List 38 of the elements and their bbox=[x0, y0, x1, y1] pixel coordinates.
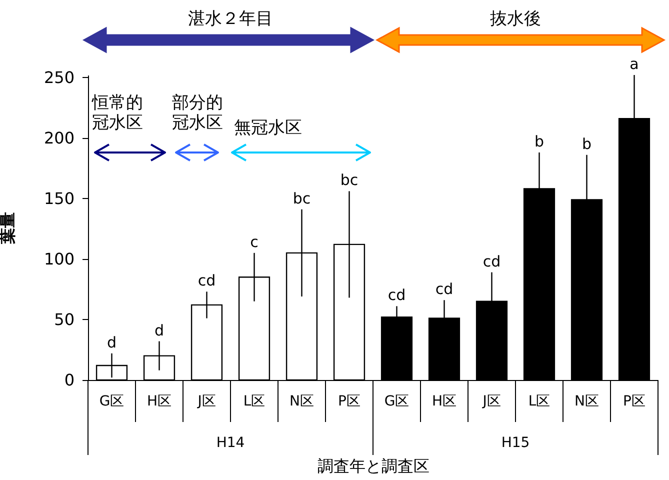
text: 抜水後 bbox=[490, 9, 541, 29]
x-tick-label: G区 bbox=[384, 394, 410, 410]
x-tick-label: H区 bbox=[146, 394, 172, 410]
annotation: bc bbox=[292, 189, 311, 208]
text: H15 bbox=[501, 435, 530, 451]
annotation: b bbox=[534, 132, 544, 150]
x-tick-label: P区 bbox=[623, 394, 646, 410]
x-tick-label: L区 bbox=[528, 394, 550, 410]
y-tick-label: 50 bbox=[54, 310, 74, 329]
x-tick-label: H区 bbox=[432, 394, 457, 410]
y-tick-label: 200 bbox=[44, 128, 74, 148]
y-tick-label: 150 bbox=[44, 188, 74, 208]
x-axis-title: 調査年と調査区 bbox=[318, 456, 430, 476]
x-tick-label: G区 bbox=[99, 394, 124, 410]
annotation: 部分的冠水区 bbox=[172, 93, 223, 133]
y-tick-label: 100 bbox=[44, 249, 74, 268]
x-tick-label: L区 bbox=[243, 394, 266, 410]
annotation: c bbox=[250, 232, 258, 251]
annotation: d bbox=[106, 333, 117, 352]
x-tick-label: J区 bbox=[482, 394, 501, 410]
annotation: cd bbox=[198, 272, 216, 290]
text: H14 bbox=[216, 435, 245, 451]
x-tick-label: N区 bbox=[290, 394, 314, 410]
annotation: 恒常的冠水区 bbox=[91, 93, 143, 133]
text: 湛水２年目 bbox=[188, 9, 273, 29]
annotation: d bbox=[154, 321, 164, 340]
x-tick-label: P区 bbox=[338, 394, 360, 410]
x-tick-label: N区 bbox=[574, 394, 599, 410]
annotation: 無冠水区 bbox=[234, 118, 302, 138]
text: a bbox=[630, 55, 639, 73]
annotation: bc bbox=[340, 171, 358, 190]
annotation: cd bbox=[388, 286, 406, 304]
annotation: cd bbox=[482, 252, 501, 270]
annotation: cd bbox=[435, 280, 454, 298]
y-tick-label: 250 bbox=[44, 68, 74, 87]
x-tick-label: J区 bbox=[196, 394, 216, 410]
annotation: b bbox=[582, 134, 592, 153]
y-tick-label: 0 bbox=[64, 370, 74, 390]
